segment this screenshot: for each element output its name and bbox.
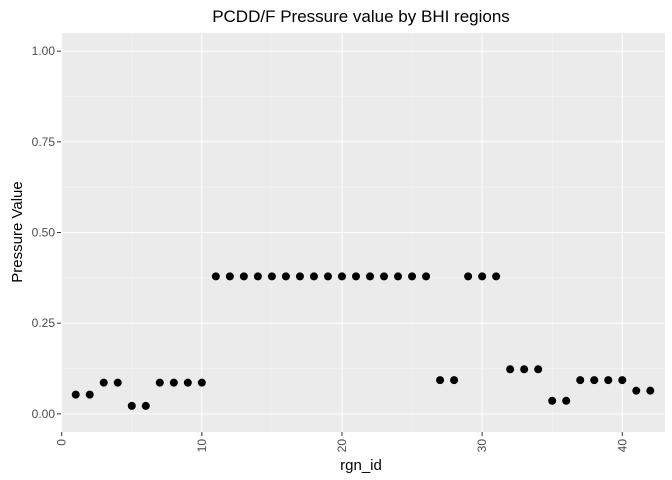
data-point <box>436 376 445 385</box>
data-point <box>225 272 234 281</box>
y-tick-label: 0.50 <box>32 226 56 240</box>
data-point <box>408 272 417 281</box>
data-point <box>239 272 248 281</box>
data-point <box>492 272 501 281</box>
data-point <box>323 272 332 281</box>
data-point <box>295 272 304 281</box>
y-tick-label: 0.00 <box>32 407 56 421</box>
data-point <box>576 376 585 385</box>
data-point <box>534 365 543 374</box>
y-tick-label: 0.75 <box>32 135 56 149</box>
data-point <box>562 396 571 405</box>
data-point <box>169 378 178 387</box>
data-point <box>113 378 122 387</box>
x-tick-label: 0 <box>55 439 69 446</box>
data-point <box>127 401 136 410</box>
data-point <box>450 376 459 385</box>
data-point <box>548 396 557 405</box>
data-points <box>71 272 655 410</box>
data-point <box>309 272 318 281</box>
data-point <box>646 386 655 395</box>
major-gridlines <box>61 33 665 432</box>
data-point <box>253 272 262 281</box>
x-axis-title: rgn_id <box>340 457 382 474</box>
data-point <box>141 401 150 410</box>
data-point <box>155 378 164 387</box>
y-axis-title: Pressure Value <box>9 181 26 282</box>
data-point <box>197 378 206 387</box>
data-point <box>422 272 431 281</box>
data-point <box>281 272 290 281</box>
data-point <box>71 390 80 399</box>
data-point <box>183 378 192 387</box>
data-point <box>380 272 389 281</box>
data-point <box>590 376 599 385</box>
data-point <box>351 272 360 281</box>
data-point <box>604 376 613 385</box>
x-tick-label: 10 <box>195 439 209 453</box>
data-point <box>366 272 375 281</box>
data-point <box>85 390 94 399</box>
data-point <box>99 378 108 387</box>
x-tick-label: 40 <box>615 439 629 453</box>
data-point <box>478 272 487 281</box>
y-tick-label: 1.00 <box>32 44 56 58</box>
data-point <box>464 272 473 281</box>
data-point <box>632 386 641 395</box>
data-point <box>618 376 627 385</box>
data-point <box>520 365 529 374</box>
data-point <box>394 272 403 281</box>
x-tick-label: 30 <box>475 439 489 453</box>
y-axis-ticks: 0.00 0.25 0.50 0.75 1.00 <box>32 44 61 421</box>
y-tick-label: 0.25 <box>32 316 56 330</box>
chart-title: PCDD/F Pressure value by BHI regions <box>212 7 510 26</box>
data-point <box>506 365 515 374</box>
data-point <box>211 272 220 281</box>
data-point <box>267 272 276 281</box>
x-axis-ticks: 0 10 20 30 40 <box>55 432 629 453</box>
data-point <box>337 272 346 281</box>
x-tick-label: 20 <box>335 439 349 453</box>
